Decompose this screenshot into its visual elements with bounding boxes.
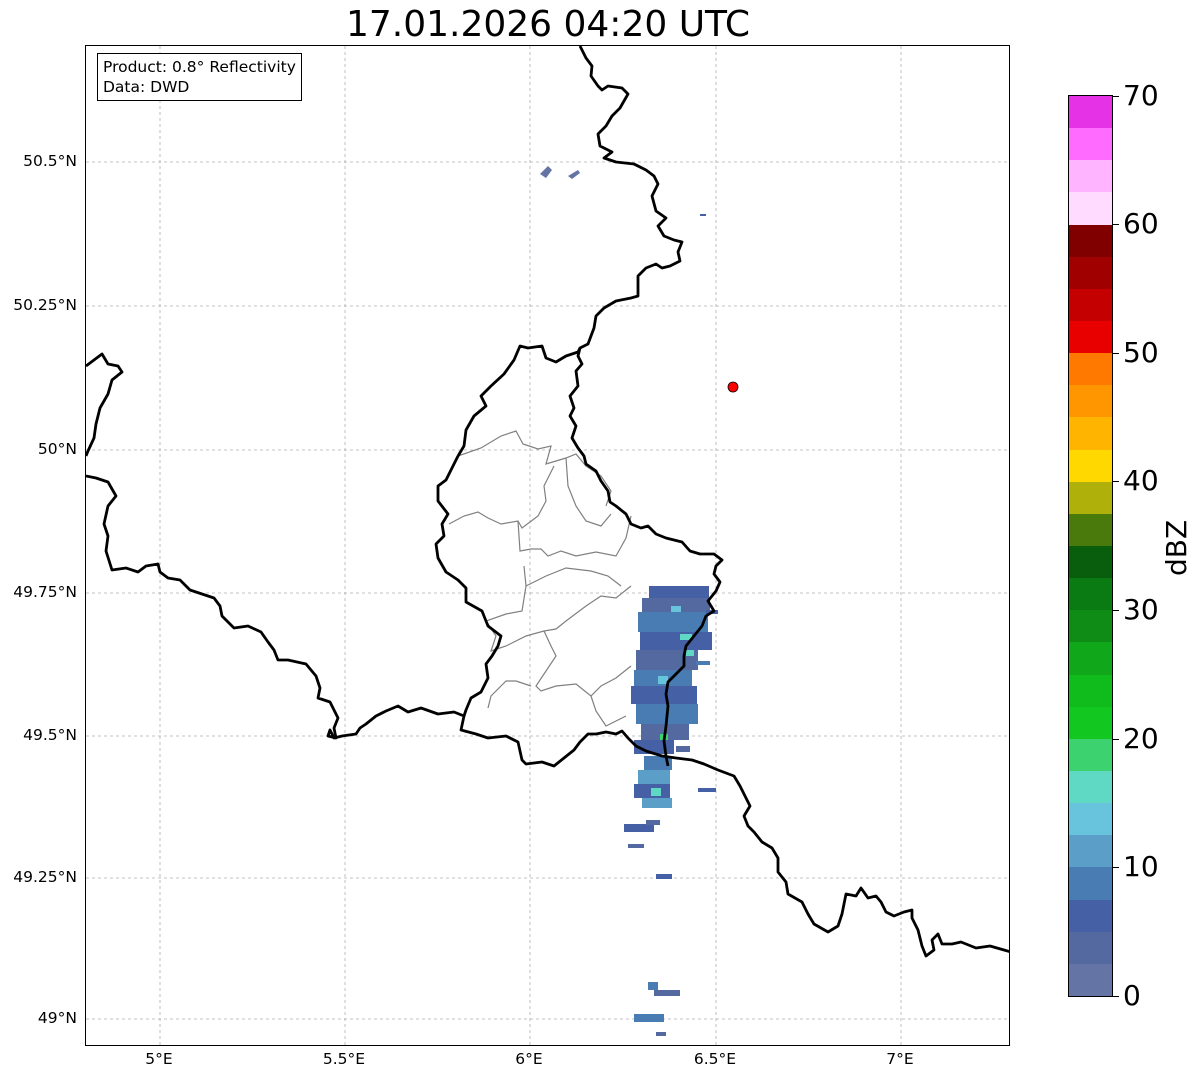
lon-label-6-5: 6.5°E (693, 1050, 737, 1068)
info-box: Product: 0.8° Reflectivity Data: DWD (97, 53, 302, 101)
lon-label-5-5: 5.5°E (322, 1050, 366, 1068)
radar-map[interactable] (85, 45, 1010, 1046)
colorbar-segment (1069, 931, 1112, 964)
colorbar-segment (1069, 96, 1112, 129)
colorbar-segment (1069, 513, 1112, 547)
colorbar-segment (1069, 353, 1112, 386)
colorbar-segment (1069, 288, 1112, 322)
lon-label-7: 7°E (886, 1050, 914, 1068)
colorbar-segment (1069, 610, 1112, 643)
cb-label-30: 30 (1123, 593, 1159, 626)
colorbar-segment (1069, 706, 1112, 739)
colorbar-segment (1069, 160, 1112, 193)
cb-label-70: 70 (1123, 79, 1159, 112)
radar-echoes (540, 166, 718, 1036)
lat-label-50-25: 50.25°N (13, 296, 77, 314)
radar-site-marker (727, 381, 739, 393)
lon-label-5: 5°E (145, 1050, 173, 1068)
cb-label-10: 10 (1123, 850, 1159, 883)
cb-label-20: 20 (1123, 722, 1159, 755)
cb-tick-30 (1113, 610, 1119, 611)
map-canvas (86, 46, 1009, 1045)
lat-label-50: 50°N (37, 440, 77, 458)
colorbar-unit-label: dBZ (1160, 519, 1193, 576)
cb-label-40: 40 (1123, 464, 1159, 497)
colorbar-segment (1069, 771, 1112, 804)
colorbar-segment (1069, 642, 1112, 675)
colorbar-segment (1069, 449, 1112, 482)
cb-tick-50 (1113, 353, 1119, 354)
cb-label-60: 60 (1123, 207, 1159, 240)
cb-label-0: 0 (1123, 979, 1141, 1012)
cb-tick-0 (1113, 996, 1119, 997)
national-borders (86, 46, 1009, 958)
colorbar-segment (1069, 256, 1112, 289)
colorbar-segment (1069, 803, 1112, 836)
colorbar (1068, 95, 1113, 997)
district-borders (448, 430, 632, 727)
colorbar-segment (1069, 321, 1112, 354)
lat-label-50-5: 50.5°N (23, 152, 77, 170)
cb-tick-10 (1113, 867, 1119, 868)
cb-label-50: 50 (1123, 336, 1159, 369)
colorbar-segment (1069, 128, 1112, 161)
data-source-label: Data: DWD (103, 78, 190, 96)
colorbar-segment (1069, 835, 1112, 868)
colorbar-segment (1069, 224, 1112, 257)
lat-label-49-5: 49.5°N (23, 726, 77, 744)
cb-tick-40 (1113, 481, 1119, 482)
colorbar-segment (1069, 899, 1112, 932)
lat-label-49: 49°N (37, 1009, 77, 1027)
colorbar-segment (1069, 481, 1112, 514)
colorbar-segment (1069, 867, 1112, 900)
lon-label-6: 6°E (515, 1050, 543, 1068)
colorbar-segment (1069, 578, 1112, 611)
colorbar-segment (1069, 963, 1112, 996)
colorbar-segment (1069, 674, 1112, 707)
map-title: 17.01.2026 04:20 UTC (345, 4, 751, 45)
lat-label-49-75: 49.75°N (13, 583, 77, 601)
cb-tick-60 (1113, 224, 1119, 225)
colorbar-segment (1069, 192, 1112, 225)
product-label: Product: 0.8° Reflectivity (103, 58, 296, 76)
colorbar-segment (1069, 738, 1112, 772)
cb-tick-70 (1113, 96, 1119, 97)
lat-label-49-25: 49.25°N (13, 868, 77, 886)
colorbar-segment (1069, 385, 1112, 418)
cb-tick-20 (1113, 739, 1119, 740)
colorbar-segment (1069, 546, 1112, 579)
gridlines (86, 46, 1009, 1045)
colorbar-segment (1069, 417, 1112, 450)
